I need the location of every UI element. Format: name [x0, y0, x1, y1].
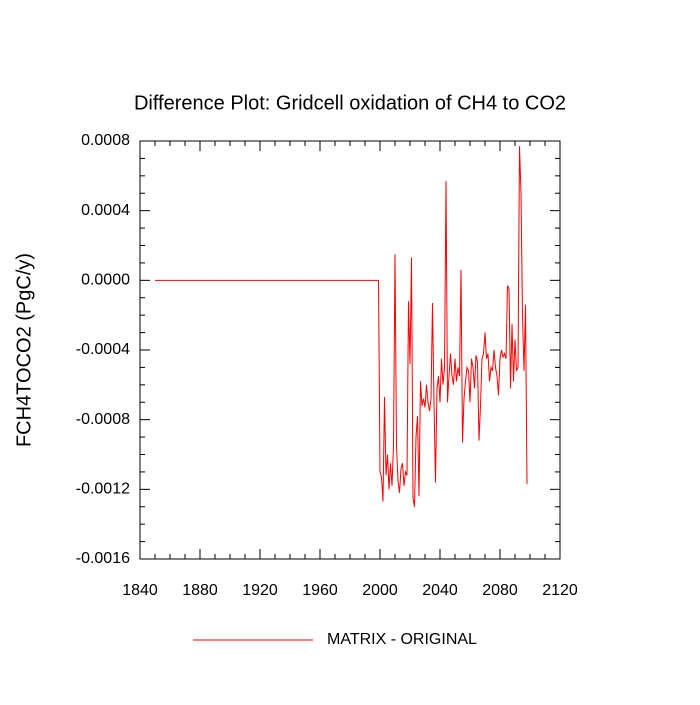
y-tick-label: -0.0016: [76, 550, 130, 567]
data-line: [155, 146, 528, 507]
y-axis-label: FCH4TOCO2 (PgC/y): [13, 253, 35, 447]
y-tick-label: -0.0008: [76, 411, 130, 428]
y-tick-label: -0.0004: [76, 341, 130, 358]
x-tick-label: 2040: [422, 582, 458, 599]
plot-frame: [139, 140, 561, 560]
y-tick-label: 0.0004: [81, 202, 130, 219]
x-tick-label: 2080: [482, 582, 518, 599]
x-tick-label: 2000: [362, 582, 398, 599]
x-tick-label: 2120: [542, 582, 578, 599]
y-tick-label: -0.0012: [76, 481, 130, 498]
x-tick-label: 1960: [302, 582, 338, 599]
x-tick-label: 1840: [122, 582, 158, 599]
legend-label: MATRIX - ORIGINAL: [327, 631, 477, 648]
x-tick-label: 1920: [242, 582, 278, 599]
chart-title: Difference Plot: Gridcell oxidation of C…: [134, 92, 566, 114]
y-tick-label: 0.0008: [81, 132, 130, 149]
x-tick-label: 1880: [182, 582, 218, 599]
y-tick-label: 0.0000: [81, 272, 130, 289]
